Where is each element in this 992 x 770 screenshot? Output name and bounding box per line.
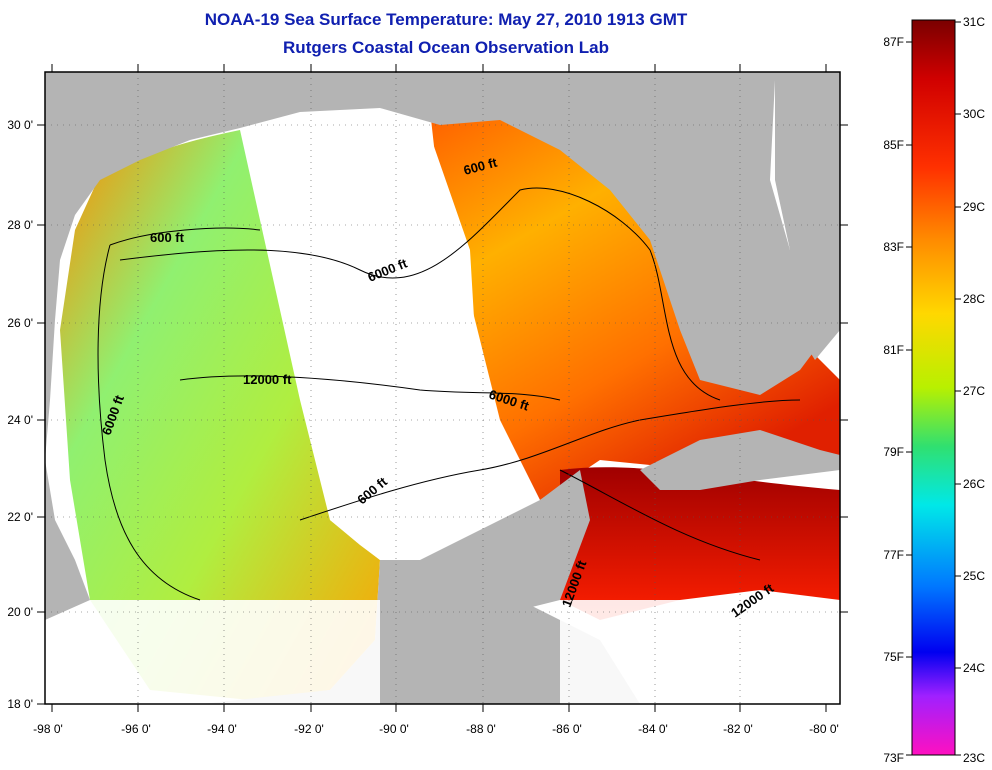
colorbar-fahrenheit: 87F 85F 83F 81F 79F 77F 75F 73F: [883, 35, 904, 765]
lon-label: -80 0': [809, 722, 839, 736]
celsius-label: 27C: [963, 384, 985, 398]
celsius-label: 29C: [963, 200, 985, 214]
fahrenheit-label: 75F: [883, 650, 904, 664]
celsius-label: 28C: [963, 292, 985, 306]
lon-label: -88 0': [466, 722, 496, 736]
fahrenheit-label: 73F: [883, 751, 904, 765]
lon-label: -94 0': [207, 722, 237, 736]
lat-label: 18 0': [7, 697, 33, 711]
lon-labels: -98 0' -96 0' -94 0' -92 0' -90 0' -88 0…: [33, 722, 839, 736]
colorbar-celsius: 31C 30C 29C 28C 27C 26C 25C 24C 23C: [963, 15, 985, 765]
colorbar: [911, 19, 956, 756]
fahrenheit-label: 87F: [883, 35, 904, 49]
contour-label: 12000 ft: [243, 372, 292, 387]
lat-label: 20 0': [7, 605, 33, 619]
lat-label: 24 0': [7, 413, 33, 427]
fahrenheit-label: 77F: [883, 548, 904, 562]
map-title: NOAA-19 Sea Surface Temperature: May 27,…: [204, 10, 688, 29]
celsius-label: 31C: [963, 15, 985, 29]
mexico-land-north: [45, 460, 90, 620]
contour-12000: [179, 375, 561, 401]
contour-600-west: [97, 227, 261, 601]
caribbean-water: [560, 467, 840, 620]
us-land: [45, 72, 840, 460]
fahrenheit-label: 85F: [883, 138, 904, 152]
contour-label: 600 ft: [150, 230, 185, 245]
map-subtitle: Rutgers Coastal Ocean Observation Lab: [283, 38, 609, 57]
colorbar-ticks: [906, 21, 961, 756]
cloud-south: [90, 600, 380, 704]
cloud-swath: [250, 130, 500, 560]
lon-label: -84 0': [638, 722, 668, 736]
fahrenheit-label: 79F: [883, 445, 904, 459]
eastern-gulf-water: [430, 100, 840, 500]
lat-labels: 30 0' 28 0' 26 0' 24 0' 22 0' 20 0' 18 0…: [7, 118, 33, 711]
lat-label: 26 0': [7, 316, 33, 330]
yucatan-land: [420, 470, 590, 610]
celsius-label: 30C: [963, 107, 985, 121]
lon-label: -82 0': [723, 722, 753, 736]
axis-ticks: [37, 64, 848, 712]
florida-land: [775, 80, 840, 360]
celsius-label: 25C: [963, 569, 985, 583]
fahrenheit-label: 83F: [883, 240, 904, 254]
fahrenheit-label: 81F: [883, 343, 904, 357]
map-frame: [44, 71, 841, 705]
lon-label: -96 0': [121, 722, 151, 736]
lon-label: -86 0': [552, 722, 582, 736]
grid: [45, 72, 840, 704]
lat-label: 30 0': [7, 118, 33, 132]
contour-600-south: [299, 399, 801, 521]
celsius-label: 24C: [963, 661, 985, 675]
lat-label: 22 0': [7, 510, 33, 524]
mexico-land-south: [200, 560, 640, 704]
lon-label: -90 0': [379, 722, 409, 736]
lat-label: 28 0': [7, 218, 33, 232]
cloud-southeast: [560, 600, 840, 704]
contour-12000-south: [559, 469, 761, 561]
celsius-label: 26C: [963, 477, 985, 491]
lon-label: -92 0': [294, 722, 324, 736]
celsius-label: 23C: [963, 751, 985, 765]
lon-label: -98 0': [33, 722, 63, 736]
cuba-land: [640, 430, 840, 490]
contour-6000: [119, 187, 721, 401]
